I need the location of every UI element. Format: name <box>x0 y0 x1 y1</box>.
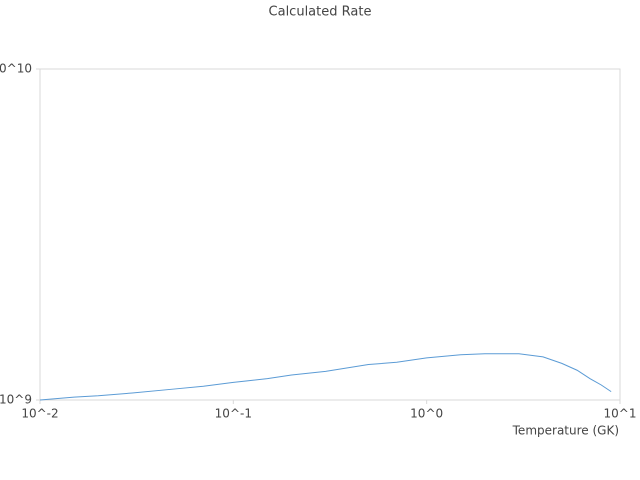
x-tick-label: 10^-2 <box>21 407 58 421</box>
chart-title: Calculated Rate <box>269 5 372 20</box>
y-tick-label: 10^10 <box>0 62 32 76</box>
x-axis-label: Temperature (GK) <box>512 424 619 438</box>
y-tick-label: 10^9 <box>0 393 32 407</box>
plot-area <box>39 68 621 401</box>
x-tick-label: 10^1 <box>604 407 637 421</box>
line-series <box>39 353 612 401</box>
x-tick-label: 10^-1 <box>215 407 252 421</box>
x-tick-label: 10^0 <box>410 407 443 421</box>
